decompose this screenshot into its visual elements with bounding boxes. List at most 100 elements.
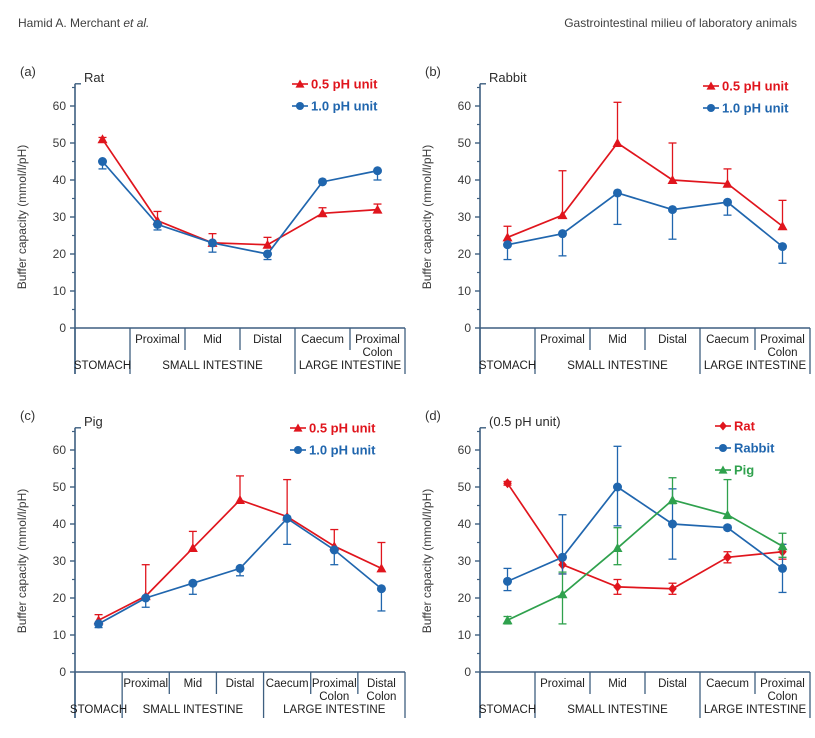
- article-title-heading: Gastrointestinal milieu of laboratory an…: [564, 16, 797, 30]
- data-point-marker: [372, 204, 383, 214]
- data-point-marker: [668, 205, 677, 215]
- segment-label: Proximal: [760, 678, 805, 690]
- segment-label: Distal: [253, 334, 282, 346]
- segment-label: Distal: [658, 334, 687, 346]
- y-tick-label: 0: [464, 665, 471, 679]
- legend-label: 0.5 pH unit: [309, 421, 376, 436]
- y-tick-label: 10: [53, 284, 67, 298]
- region-label: SMALL INTESTINE: [162, 360, 263, 372]
- panel-c-chart: (c) Pig 0 10 20 30 40 50 60 Buffer capacity (mmol…: [10, 396, 410, 738]
- y-axis-title: Buffer capacity (mmol/l/pH): [15, 145, 29, 290]
- y-tick-label: 0: [59, 665, 66, 679]
- segment-label: Proximal: [760, 334, 805, 346]
- data-point-marker: [778, 242, 787, 252]
- panel-letter: (b): [425, 64, 441, 79]
- data-point-marker: [778, 563, 787, 573]
- y-tick-label: 30: [458, 554, 472, 568]
- region-label: STOMACH: [74, 360, 131, 372]
- data-point-marker: [94, 619, 104, 629]
- data-point-marker: [235, 563, 245, 573]
- data-point-marker: [376, 563, 387, 573]
- data-point-marker: [262, 239, 273, 249]
- segment-label: Caecum: [266, 678, 309, 690]
- legend-marker: [295, 79, 305, 88]
- y-tick-label: 30: [53, 210, 67, 224]
- legend-label: Rabbit: [734, 441, 775, 456]
- segment-label: Distal: [226, 678, 255, 690]
- segment-label: Proximal: [355, 334, 400, 346]
- segment-label: Colon: [366, 691, 396, 703]
- segment-label: Proximal: [540, 334, 585, 346]
- segment-label: Caecum: [706, 334, 749, 346]
- data-point-marker: [668, 583, 677, 594]
- data-point-marker: [613, 581, 622, 592]
- data-point-marker: [98, 157, 107, 166]
- data-point-marker: [318, 177, 327, 187]
- region-label: LARGE INTESTINE: [704, 360, 807, 372]
- data-point-marker: [503, 240, 512, 250]
- data-point-marker: [612, 543, 623, 553]
- y-tick-label: 20: [458, 247, 472, 261]
- segment-label: Mid: [184, 678, 203, 690]
- y-axis-title: Buffer capacity (mmol/l/pH): [420, 489, 434, 634]
- running-head: Hamid A. Merchant et al. Gastrointestina…: [18, 16, 797, 30]
- series-line: [507, 141, 784, 239]
- series-line: [507, 192, 784, 248]
- panel-title: Rabbit: [489, 70, 527, 85]
- data-point-marker: [187, 543, 198, 553]
- legend-marker: [718, 443, 728, 453]
- data-point-marker: [208, 238, 217, 248]
- series-line: [506, 482, 783, 590]
- panel-a-chart: (a) Rat 0 10 20 30 40 50 60 Buffer capacity (mmol…: [10, 52, 410, 397]
- legend-marker: [706, 103, 716, 113]
- data-point-marker: [188, 578, 198, 588]
- data-point-marker: [612, 138, 623, 147]
- y-tick-label: 20: [458, 591, 472, 605]
- y-axis-title: Buffer capacity (mmol/l/pH): [15, 489, 29, 634]
- data-point-marker: [502, 615, 513, 625]
- panel-d-chart: (d) (0.5 pH unit) 0 10 20 30 40 50 60 Buffer capa…: [415, 396, 815, 738]
- segment-label: Colon: [767, 691, 797, 703]
- data-point-marker: [722, 178, 733, 188]
- segment-label: Distal: [367, 678, 396, 690]
- legend-label: 0.5 pH unit: [722, 79, 789, 94]
- series-line: [507, 485, 784, 583]
- legend-label: Rat: [734, 419, 756, 434]
- legend-label: Pig: [734, 463, 754, 478]
- y-tick-label: 50: [53, 480, 67, 494]
- legend-label: 1.0 pH unit: [722, 101, 789, 116]
- segment-label: Proximal: [135, 334, 180, 346]
- legend-marker: [293, 423, 303, 432]
- data-point-marker: [503, 478, 512, 489]
- y-tick-label: 40: [458, 173, 472, 187]
- panel-letter: (a): [20, 64, 36, 79]
- data-point-marker: [373, 166, 382, 176]
- y-tick-label: 50: [458, 480, 472, 494]
- data-point-marker: [97, 134, 108, 144]
- data-point-marker: [777, 541, 788, 551]
- data-point-marker: [557, 589, 568, 599]
- legend-marker: [719, 421, 727, 431]
- legend-marker: [718, 465, 728, 474]
- segment-label: Colon: [362, 347, 392, 359]
- data-point-marker: [558, 552, 567, 562]
- data-point-marker: [613, 188, 622, 198]
- legend-marker: [706, 81, 716, 90]
- data-point-marker: [667, 494, 678, 504]
- panel-letter: (c): [20, 408, 35, 423]
- legend-label: 1.0 pH unit: [311, 99, 378, 114]
- legend-label: 1.0 pH unit: [309, 443, 376, 458]
- region-label: SMALL INTESTINE: [567, 704, 668, 716]
- y-tick-label: 0: [464, 321, 471, 335]
- et-al-suffix: et al.: [123, 16, 150, 30]
- data-point-marker: [722, 509, 733, 519]
- data-point-marker: [558, 229, 567, 239]
- chart-svg-b: (b) Rabbit 0 10 20 30 40 50 60 Buffer capacity (m…: [420, 64, 811, 374]
- chart-svg-d: (d) (0.5 pH unit) 0 10 20 30 40 50 60 Buffer capa…: [420, 408, 811, 718]
- legend-marker: [293, 445, 303, 455]
- region-label: STOMACH: [479, 704, 536, 716]
- y-tick-label: 20: [53, 247, 67, 261]
- data-point-marker: [503, 576, 512, 586]
- segment-label: Colon: [319, 691, 349, 703]
